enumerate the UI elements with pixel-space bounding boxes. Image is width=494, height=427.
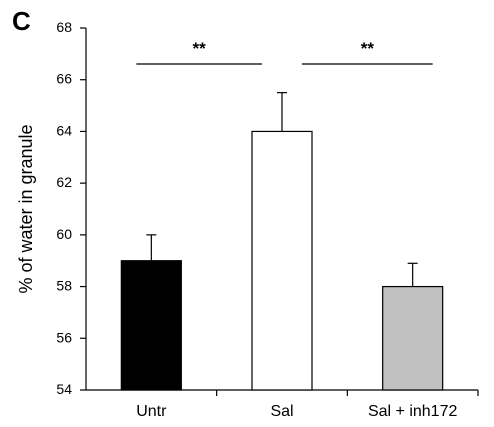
y-tick-label: 56 bbox=[56, 329, 72, 345]
bar bbox=[120, 260, 182, 391]
y-ticks: 54 56 58 60 62 64 66 68 bbox=[56, 19, 86, 397]
y-tick-label: 62 bbox=[56, 174, 72, 190]
y-tick-label: 54 bbox=[56, 381, 72, 397]
x-tick-label: Untr bbox=[136, 403, 167, 420]
y-tick-label: 58 bbox=[56, 278, 72, 294]
significance-markers: ** ** bbox=[136, 39, 433, 65]
significance-label: ** bbox=[193, 39, 207, 58]
x-ticks: Untr Sal Sal + inh172 bbox=[136, 390, 479, 420]
y-tick-label: 64 bbox=[56, 122, 72, 138]
bar bbox=[251, 130, 313, 391]
significance-label: ** bbox=[361, 39, 375, 58]
panel-label: C bbox=[12, 6, 31, 36]
bars bbox=[120, 92, 444, 391]
y-tick-label: 68 bbox=[56, 19, 72, 35]
y-tick-label: 60 bbox=[56, 226, 72, 242]
bar bbox=[382, 285, 444, 391]
y-tick-label: 66 bbox=[56, 71, 72, 87]
x-tick-label: Sal + inh172 bbox=[368, 403, 458, 420]
x-tick-label: Sal bbox=[270, 403, 293, 420]
y-axis-label: % of water in granule bbox=[16, 124, 36, 293]
